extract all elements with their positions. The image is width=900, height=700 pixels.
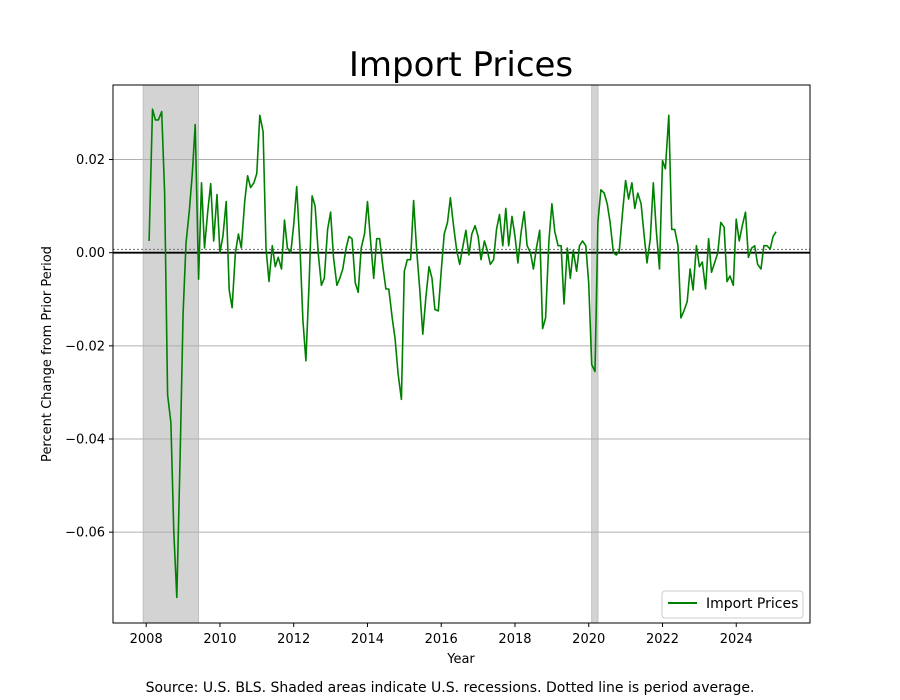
legend-label: Import Prices <box>706 596 798 612</box>
x-tick-label: 2012 <box>277 632 310 647</box>
recession-band <box>142 84 200 624</box>
y-tick-label: 0.00 <box>76 246 105 261</box>
y-axis-label: Percent Change from Prior Period <box>40 246 55 462</box>
x-tick-label: 2020 <box>572 632 605 647</box>
x-axis-label: Year <box>446 652 475 667</box>
x-axis: 2008 2010 2012 2014 2016 2018 2020 2022 2024 <box>130 623 753 647</box>
plot-frame <box>112 84 811 624</box>
x-tick-label: 2016 <box>425 632 458 647</box>
y-axis: −0.06 −0.04 −0.02 0.00 0.02 <box>65 153 113 541</box>
x-tick-label: 2010 <box>203 632 236 647</box>
x-tick-label: 2008 <box>130 632 163 647</box>
source-note: Source: U.S. BLS. Shaded areas indicate … <box>145 680 755 696</box>
plot-area <box>113 84 810 624</box>
y-tick-label: −0.06 <box>65 526 105 541</box>
y-tick-label: −0.02 <box>65 339 105 354</box>
series-line-import-prices <box>148 108 777 599</box>
chart-title: Import Prices <box>349 45 573 85</box>
y-tick-label: −0.04 <box>65 433 105 448</box>
x-tick-label: 2022 <box>646 632 679 647</box>
series-layer <box>148 108 777 599</box>
legend-box <box>661 590 804 619</box>
chart: Import Prices 2008 2010 2012 2014 2016 2018 20… <box>40 45 811 667</box>
legend: Import Prices <box>661 590 804 619</box>
y-tick-label: 0.02 <box>76 153 105 168</box>
x-tick-label: 2014 <box>351 632 384 647</box>
recession-bands <box>142 84 599 624</box>
x-tick-label: 2024 <box>720 632 753 647</box>
x-tick-label: 2018 <box>498 632 531 647</box>
